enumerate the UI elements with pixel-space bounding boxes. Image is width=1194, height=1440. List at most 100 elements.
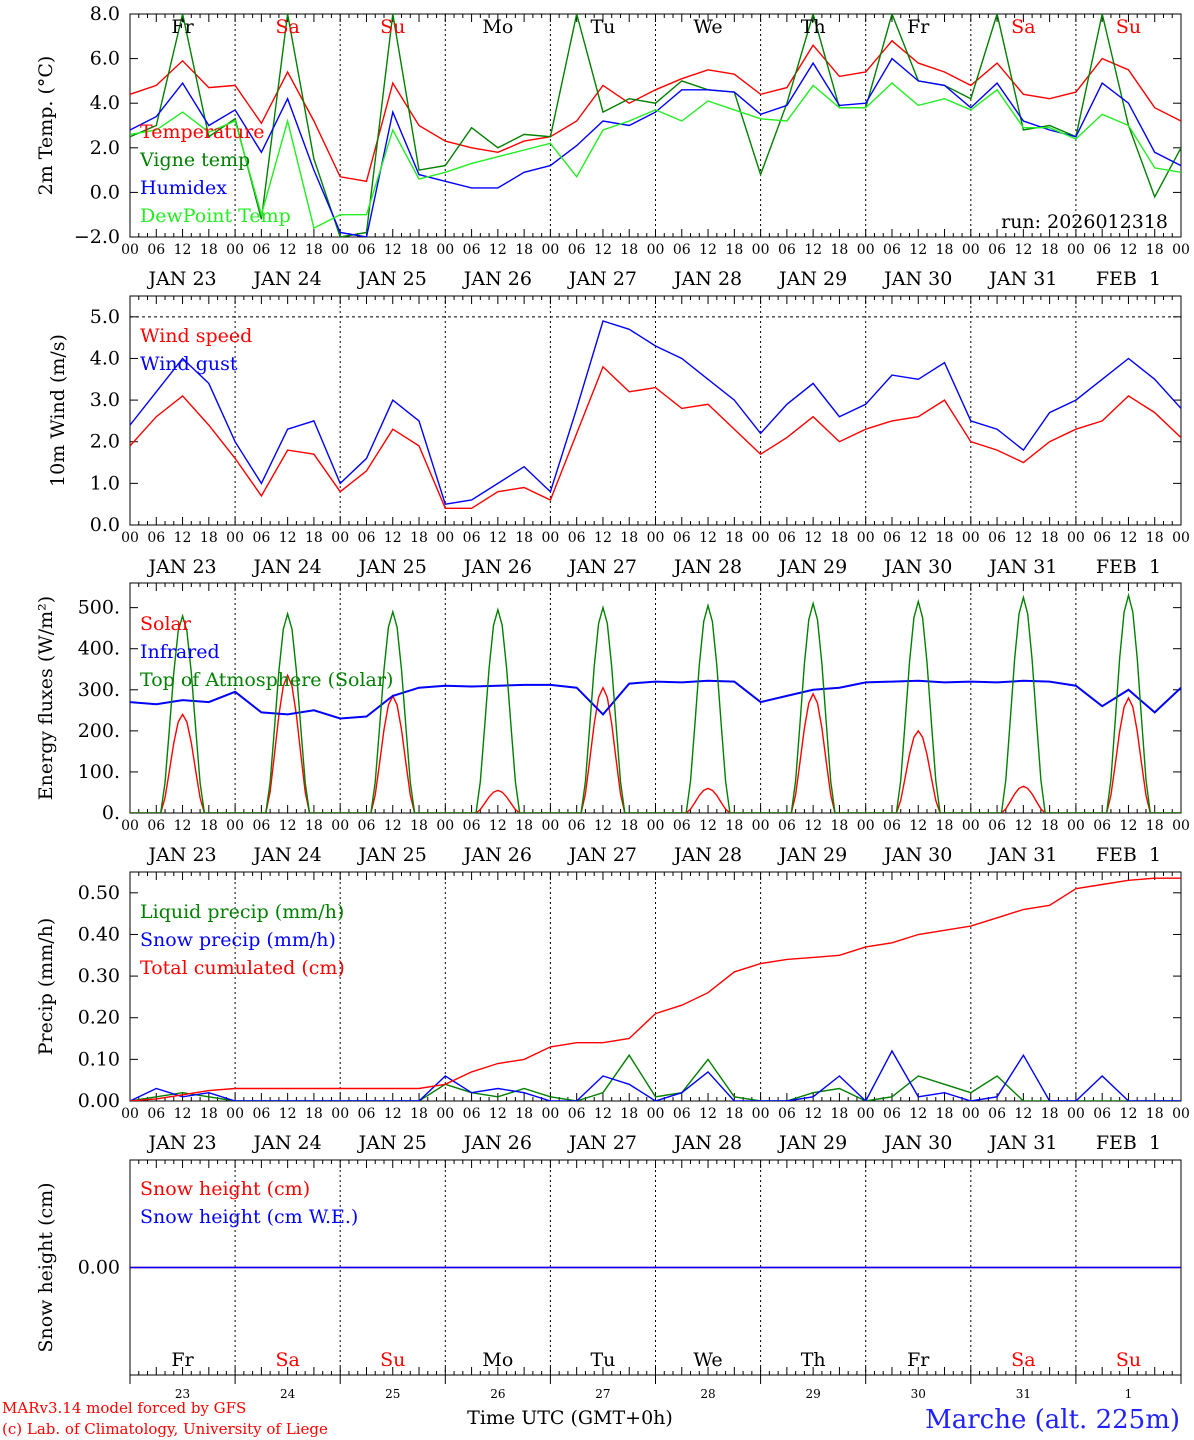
x-date-label: JAN 27 <box>567 268 637 290</box>
x-date-label: JAN 23 <box>146 268 216 290</box>
x-hour-label: 06 <box>358 818 376 834</box>
x-hour-label: 06 <box>673 530 691 546</box>
series-temperature <box>130 39 1181 183</box>
x-hour-label: 12 <box>1120 242 1138 258</box>
x-date-label: FEB 1 <box>1096 556 1161 578</box>
y-tick-label: 0.00 <box>78 1257 120 1279</box>
x-hour-label: 18 <box>725 242 743 258</box>
day-number-label: 27 <box>595 1387 610 1401</box>
x-hour-label: 06 <box>883 530 901 546</box>
x-hour-label: 12 <box>804 818 822 834</box>
x-hour-label: 00 <box>1172 818 1190 834</box>
y-tick-label: 300. <box>78 679 120 701</box>
x-hour-label: 00 <box>121 818 139 834</box>
x-date-label: JAN 29 <box>777 844 847 866</box>
x-hour-label: 00 <box>541 242 559 258</box>
panel-temperature: −2.0 0.0 2.0 4.0 6.0 8.0 2m Temp. (°C) Temperat… <box>35 3 1190 290</box>
x-hour-label: 06 <box>988 530 1006 546</box>
x-hour-label: 18 <box>200 530 218 546</box>
day-number-label: 31 <box>1016 1387 1031 1401</box>
x-hour-label: 06 <box>568 242 586 258</box>
x-hour-label: 00 <box>1067 242 1085 258</box>
x-hour-label: 12 <box>1014 242 1032 258</box>
x-hour-label: 00 <box>1067 1106 1085 1122</box>
x-hour-label: 00 <box>226 1106 244 1122</box>
y-axis-label: Energy fluxes (W/m²) <box>35 596 57 800</box>
x-date-label: FEB 1 <box>1096 268 1161 290</box>
series-total-cumulated-cm- <box>130 877 1181 1101</box>
x-date-label: JAN 29 <box>777 1132 847 1154</box>
x-hour-label: 00 <box>647 242 665 258</box>
legend-entry: Vigne temp <box>139 149 250 171</box>
x-hour-label: 12 <box>804 1106 822 1122</box>
legend-entry: Solar <box>140 613 192 635</box>
x-hour-label: 12 <box>279 818 297 834</box>
y-tick-label: 2.0 <box>90 431 120 453</box>
x-date-label: JAN 25 <box>357 1132 427 1154</box>
series-infrared <box>130 679 1181 720</box>
x-hour-label: 18 <box>305 530 323 546</box>
x-hour-label: 00 <box>752 530 770 546</box>
x-date-label: JAN 27 <box>567 556 637 578</box>
x-hour-label: 00 <box>331 242 349 258</box>
x-hour-label: 18 <box>1146 530 1164 546</box>
x-hour-label: 06 <box>147 242 165 258</box>
x-hour-label: 18 <box>1041 1106 1059 1122</box>
x-hour-label: 18 <box>305 818 323 834</box>
x-hour-label: 12 <box>594 530 612 546</box>
x-hour-label: 06 <box>673 242 691 258</box>
x-hour-label: 12 <box>909 242 927 258</box>
x-hour-label: 18 <box>936 818 954 834</box>
legend-entry: DewPoint Temp <box>140 205 291 227</box>
x-hour-label: 06 <box>883 242 901 258</box>
x-hour-label: 00 <box>226 530 244 546</box>
x-hour-label: 18 <box>831 1106 849 1122</box>
x-hour-label: 12 <box>804 530 822 546</box>
legend-entry: Liquid precip (mm/h) <box>140 901 344 923</box>
x-hour-label: 18 <box>1041 242 1059 258</box>
x-date-label: JAN 31 <box>987 1132 1057 1154</box>
legend-entry: Snow precip (mm/h) <box>140 929 336 951</box>
weekday-label: Tu <box>590 16 615 38</box>
x-hour-label: 06 <box>778 530 796 546</box>
x-hour-label: 00 <box>962 818 980 834</box>
x-date-label: JAN 23 <box>146 556 216 578</box>
x-hour-label: 12 <box>174 242 192 258</box>
x-hour-label: 12 <box>489 1106 507 1122</box>
y-tick-label: 5.0 <box>90 306 120 328</box>
x-hour-label: 12 <box>909 818 927 834</box>
panel-energy: 0. 100. 200. 300. 400. 500. Energy fluxes (W/m… <box>35 582 1190 866</box>
credit-model: MARv3.14 model forced by GFS <box>2 1399 246 1417</box>
y-tick-label: 4.0 <box>90 92 120 114</box>
x-hour-label: 00 <box>436 242 454 258</box>
series-vigne-temp <box>130 14 1181 237</box>
series-solar <box>130 673 1181 813</box>
x-hour-label: 06 <box>988 818 1006 834</box>
x-hour-label: 00 <box>857 818 875 834</box>
x-date-label: JAN 25 <box>357 844 427 866</box>
x-hour-label: 12 <box>1014 1106 1032 1122</box>
day-number-label: 25 <box>385 1387 400 1401</box>
x-hour-label: 00 <box>331 818 349 834</box>
y-tick-label: 3.0 <box>90 389 120 411</box>
x-hour-label: 06 <box>568 1106 586 1122</box>
x-hour-label: 12 <box>279 1106 297 1122</box>
x-date-label: JAN 29 <box>777 556 847 578</box>
x-hour-label: 18 <box>200 1106 218 1122</box>
x-hour-label: 18 <box>936 530 954 546</box>
x-hour-label: 06 <box>252 1106 270 1122</box>
day-number-label: 24 <box>280 1387 296 1401</box>
x-hour-label: 12 <box>279 242 297 258</box>
legend-entry: Snow height (cm W.E.) <box>140 1206 358 1228</box>
x-hour-label: 12 <box>699 530 717 546</box>
y-axis-label: Precip (mm/h) <box>35 918 57 1056</box>
weekday-label: Mo <box>482 16 513 38</box>
x-hour-label: 18 <box>831 242 849 258</box>
weekday-label: Su <box>380 16 405 38</box>
legend-entry: Temperature <box>140 121 264 143</box>
weekday-label: Su <box>380 1349 405 1371</box>
x-hour-label: 06 <box>252 530 270 546</box>
weekday-label: Fr <box>171 16 194 38</box>
x-hour-label: 06 <box>358 1106 376 1122</box>
x-hour-label: 18 <box>410 530 428 546</box>
